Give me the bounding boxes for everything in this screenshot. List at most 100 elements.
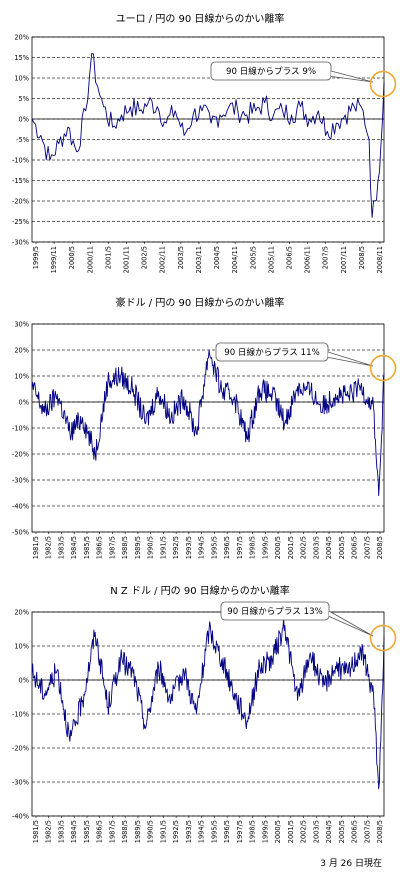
callout-text: 90 日線からプラス 9% — [226, 65, 316, 77]
y-tick-label: -40% — [12, 503, 29, 511]
y-tick-label: -10% — [12, 711, 29, 719]
y-tick-label: -10% — [12, 157, 29, 165]
x-tick-label: 2002/5 — [300, 820, 308, 843]
x-tick-label: 1990/5 — [147, 536, 155, 559]
x-tick-label: 1999/11 — [50, 246, 58, 273]
y-tick-label: 20% — [14, 609, 29, 617]
y-tick-label: 20% — [14, 34, 29, 42]
x-tick-label: 1994/5 — [198, 820, 206, 843]
y-tick-label: -30% — [12, 779, 29, 787]
y-tick-label: 10% — [14, 643, 29, 651]
chart-2: 豪ドル / 円の 90 日線からのかい離率 30% 20% 10% 0% -10% -20%… — [12, 296, 397, 559]
y-tick-label: -25% — [12, 218, 29, 226]
highlight-circle — [369, 354, 397, 382]
as-of-date: 3 月 26 日現在 — [320, 859, 382, 869]
x-tick-label: 2007/5 — [363, 536, 371, 559]
callout-pointer — [328, 610, 374, 637]
x-tick-label: 2000/5 — [274, 820, 282, 843]
y-tick-label: -5% — [16, 136, 29, 144]
y-tick-label: 10% — [14, 373, 29, 381]
series-line — [31, 618, 385, 790]
x-tick-label: 1999/5 — [261, 536, 269, 559]
y-tick-label: 10% — [14, 75, 29, 83]
x-tick-label: 2001/5 — [104, 246, 112, 269]
x-tick-label: 2005/5 — [338, 536, 346, 559]
y-tick-label: -20% — [12, 451, 29, 459]
x-tick-label: 2007/11 — [340, 246, 348, 273]
x-tick-label: 2008/5 — [358, 246, 366, 269]
x-tick-label: 1995/5 — [210, 820, 218, 843]
series-line — [31, 52, 385, 218]
chart-title: N Z ドル / 円の 90 日線からのかい離率 — [110, 584, 290, 597]
x-tick-label: 1992/5 — [172, 820, 180, 843]
x-tick-label: 1992/5 — [172, 536, 180, 559]
callout-text: 90 日線からプラス 13% — [227, 605, 322, 617]
x-tick-label: 2004/5 — [213, 246, 221, 269]
y-tick-label: 30% — [14, 321, 29, 329]
x-tick-label: 1996/5 — [223, 536, 231, 559]
x-tick-label: 2004/5 — [325, 820, 333, 843]
x-tick-label: 2008/5 — [376, 820, 384, 843]
y-tick-label: -20% — [12, 198, 29, 206]
x-tick-label: 1984/5 — [70, 536, 78, 559]
series-line — [31, 349, 385, 497]
x-tick-label: 1984/5 — [70, 820, 78, 843]
x-tick-label: 1988/5 — [121, 536, 129, 559]
x-tick-label: 1982/5 — [45, 536, 53, 559]
x-tick-label: 2003/5 — [177, 246, 185, 269]
x-tick-label: 1986/5 — [96, 536, 104, 559]
x-tick-label: 2000/11 — [86, 246, 94, 273]
plot-frame — [31, 323, 385, 533]
x-tick-label: 2006/5 — [351, 536, 359, 559]
x-tick-label: 2002/5 — [141, 246, 149, 269]
x-tick-label: 1987/5 — [108, 820, 116, 843]
x-tick-label: 1987/5 — [108, 536, 116, 559]
x-tick-label: 1990/5 — [147, 820, 155, 843]
chart-title: ユーロ / 円の 90 日線からのかい離率 — [116, 12, 285, 25]
x-tick-label: 1997/5 — [236, 820, 244, 843]
highlight-circle — [369, 70, 397, 98]
x-tick-label: 1999/5 — [261, 820, 269, 843]
x-tick-label: 2004/11 — [231, 246, 239, 273]
plot-frame — [31, 611, 385, 817]
x-tick-label: 2008/5 — [376, 536, 384, 559]
x-tick-label: 2001/5 — [287, 536, 295, 559]
highlight-circle — [369, 624, 397, 652]
x-tick-label: 1998/5 — [249, 820, 257, 843]
y-tick-label: 20% — [14, 347, 29, 355]
y-tick-label: -15% — [12, 177, 29, 185]
x-tick-label: 2008/11 — [376, 246, 384, 273]
x-tick-label: 1983/5 — [57, 820, 65, 843]
x-tick-label: 2004/5 — [325, 536, 333, 559]
x-tick-label: 2005/5 — [338, 820, 346, 843]
x-tick-label: 2003/11 — [195, 246, 203, 273]
x-tick-label: 2006/11 — [304, 246, 312, 273]
plot-frame — [31, 36, 385, 243]
x-tick-label: 2007/5 — [322, 246, 330, 269]
x-tick-label: 1981/5 — [32, 536, 40, 559]
y-tick-label: 0% — [19, 677, 29, 685]
x-tick-label: 1997/5 — [236, 536, 244, 559]
x-tick-label: 1993/5 — [185, 536, 193, 559]
y-tick-label: -10% — [12, 425, 29, 433]
x-tick-label: 1996/5 — [223, 820, 231, 843]
x-tick-label: 2006/5 — [285, 246, 293, 269]
callout-pointer — [330, 70, 374, 83]
x-tick-label: 2006/5 — [351, 820, 359, 843]
chart-3: N Z ドル / 円の 90 日線からのかい離率 20% 10% 0% -10% -20%… — [12, 584, 397, 843]
chart-title: 豪ドル / 円の 90 日線からのかい離率 — [116, 296, 285, 309]
x-tick-label: 2002/5 — [300, 536, 308, 559]
x-tick-label: 2007/5 — [363, 820, 371, 843]
callout-pointer — [327, 351, 374, 367]
x-tick-label: 1998/5 — [249, 536, 257, 559]
x-tick-label: 2005/5 — [249, 246, 257, 269]
chart-1: ユーロ / 円の 90 日線からのかい離率 20% 15% 10% 5% 0% -5% -10… — [12, 12, 397, 273]
x-tick-label: 2000/5 — [274, 536, 282, 559]
x-tick-label: 2001/5 — [287, 820, 295, 843]
y-tick-label: -30% — [12, 239, 29, 247]
x-tick-label: 2003/5 — [312, 536, 320, 559]
x-tick-label: 1995/5 — [210, 536, 218, 559]
x-tick-label: 1989/5 — [134, 820, 142, 843]
x-tick-label: 1988/5 — [121, 820, 129, 843]
